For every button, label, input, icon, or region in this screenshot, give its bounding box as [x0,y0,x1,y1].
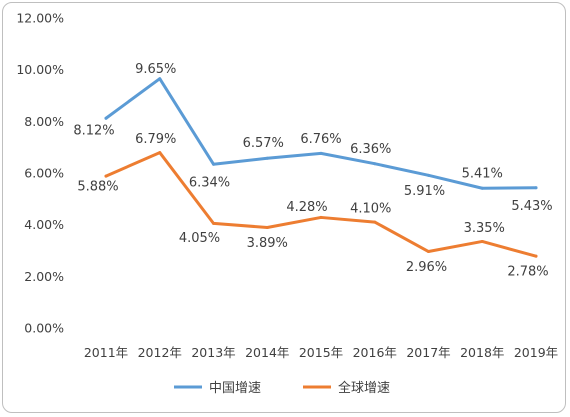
data-label: 3.35% [464,221,505,236]
data-point [480,239,484,243]
data-label: 5.43% [511,199,552,214]
data-label: 3.89% [247,236,288,251]
chart-frame [2,2,566,413]
y-tick-label: 0.00% [24,321,64,336]
data-point [265,226,269,230]
x-tick-label: 2014年 [245,345,289,360]
legend-label: 全球增速 [338,380,390,396]
data-point [373,162,377,166]
data-label: 5.41% [462,167,503,182]
data-point [104,174,108,178]
data-label: 5.88% [77,180,118,195]
legend: 中国增速 全球增速 [174,380,390,396]
data-label: 6.57% [243,136,284,151]
data-point [158,151,162,155]
data-point [158,77,162,81]
data-label: 8.12% [73,124,114,139]
data-point [373,220,377,224]
data-label: 6.79% [135,132,176,147]
data-label: 4.05% [179,231,220,246]
x-tick-label: 2013年 [191,345,235,360]
y-tick-label: 10.00% [16,62,64,77]
data-label: 5.91% [404,184,445,199]
data-labels: 8.12% 9.65% 6.34% 6.57% 6.76% 6.36% 5.91% 5.41%… [73,62,552,279]
data-point [212,221,215,225]
data-label: 4.28% [286,200,327,215]
x-tick-label: 2017年 [406,345,450,360]
legend-label: 中国增速 [209,381,261,396]
data-point [534,254,538,258]
y-axis-ticks: 0.00% 2.00% 4.00% 6.00% 8.00% 10.00% 12.00% [16,11,64,336]
data-point [427,250,430,254]
y-tick-label: 4.00% [24,217,64,232]
data-point [104,116,108,120]
data-label: 2.96% [406,260,447,275]
x-tick-label: 2016年 [353,345,397,360]
x-tick-label: 2011年 [84,345,128,360]
x-axis-ticks: 2011年 2012年 2013年 2014年 2015年 2016年 2017年 2018年… [84,345,558,360]
data-label: 6.36% [350,142,391,157]
data-point [319,151,323,155]
x-tick-label: 2019年 [514,345,558,360]
data-label: 9.65% [135,62,176,77]
data-point [265,156,269,160]
series-lines [104,77,538,258]
x-tick-label: 2012年 [138,345,182,360]
y-tick-label: 12.00% [16,11,64,26]
y-tick-label: 8.00% [24,114,64,129]
data-label: 2.78% [507,265,548,280]
data-point [319,215,323,219]
data-point [534,186,538,190]
x-tick-label: 2015年 [299,345,343,360]
data-label: 4.10% [350,202,391,217]
data-point [427,173,430,177]
y-tick-label: 2.00% [24,269,64,284]
data-point [212,162,215,166]
x-tick-label: 2018年 [460,345,504,360]
data-label: 6.34% [189,176,230,191]
data-point [480,186,484,190]
data-label: 6.76% [300,132,341,147]
y-tick-label: 6.00% [24,166,64,181]
